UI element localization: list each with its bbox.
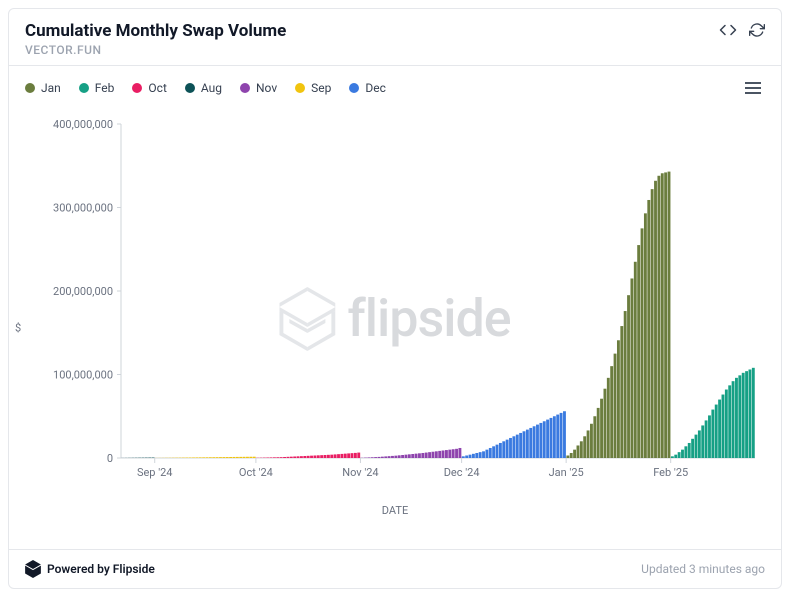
svg-text:Feb '25: Feb '25 [653, 466, 688, 479]
code-icon[interactable] [719, 21, 737, 43]
svg-text:100,000,000: 100,000,000 [53, 369, 113, 382]
svg-text:300,000,000: 300,000,000 [53, 202, 113, 215]
legend-swatch [79, 83, 89, 93]
chart-subtitle: VECTOR.FUN [25, 43, 286, 57]
chart-area: $ flipside 0100,000,000200,000,000300,00… [9, 106, 781, 549]
legend-swatch [349, 83, 359, 93]
chart-menu-icon[interactable] [741, 78, 765, 98]
svg-text:400,000,000: 400,000,000 [53, 118, 113, 131]
svg-text:Sep '24: Sep '24 [137, 466, 173, 479]
title-block: Cumulative Monthly Swap Volume VECTOR.FU… [25, 21, 286, 57]
legend-label: Feb [95, 81, 115, 95]
powered-by[interactable]: Powered by Flipside [25, 560, 155, 578]
svg-text:Jan '25: Jan '25 [549, 466, 584, 479]
x-axis-label: DATE [25, 504, 765, 517]
svg-text:Dec '24: Dec '24 [444, 466, 480, 479]
svg-text:0: 0 [107, 452, 113, 465]
legend-item[interactable]: Aug [185, 81, 222, 95]
legend: Jan Feb Oct Aug Nov Sep Dec [25, 81, 386, 95]
card-footer: Powered by Flipside Updated 3 minutes ag… [9, 549, 781, 588]
legend-label: Oct [148, 81, 166, 95]
svg-text:Oct '24: Oct '24 [239, 466, 273, 479]
legend-label: Sep [311, 81, 331, 95]
legend-item[interactable]: Sep [295, 81, 331, 95]
legend-item[interactable]: Dec [349, 81, 386, 95]
flipside-mark-icon [25, 560, 41, 578]
legend-swatch [132, 83, 142, 93]
y-axis-label: $ [15, 321, 21, 334]
refresh-icon[interactable] [749, 22, 765, 42]
svg-text:200,000,000: 200,000,000 [53, 285, 113, 298]
legend-label: Nov [256, 81, 277, 95]
legend-item[interactable]: Feb [79, 81, 115, 95]
plot: 0 100,000,000 200,000,000 300,000,000 400,00… [25, 114, 765, 494]
legend-item[interactable]: Nov [240, 81, 277, 95]
legend-label: Aug [201, 81, 222, 95]
chart-card: Cumulative Monthly Swap Volume VECTOR.FU… [8, 8, 782, 589]
updated-label: Updated 3 minutes ago [641, 562, 765, 576]
legend-swatch [25, 83, 35, 93]
powered-by-label: Powered by Flipside [47, 562, 155, 576]
header-actions [719, 21, 765, 43]
card-header: Cumulative Monthly Swap Volume VECTOR.FU… [9, 9, 781, 65]
legend-swatch [295, 83, 305, 93]
chart-title: Cumulative Monthly Swap Volume [25, 21, 286, 41]
legend-item[interactable]: Jan [25, 81, 61, 95]
legend-swatch [185, 83, 195, 93]
legend-label: Dec [365, 81, 386, 95]
legend-label: Jan [41, 81, 61, 95]
legend-item[interactable]: Oct [132, 81, 166, 95]
legend-row: Jan Feb Oct Aug Nov Sep Dec [9, 66, 781, 106]
legend-swatch [240, 83, 250, 93]
svg-text:Nov '24: Nov '24 [342, 466, 378, 479]
